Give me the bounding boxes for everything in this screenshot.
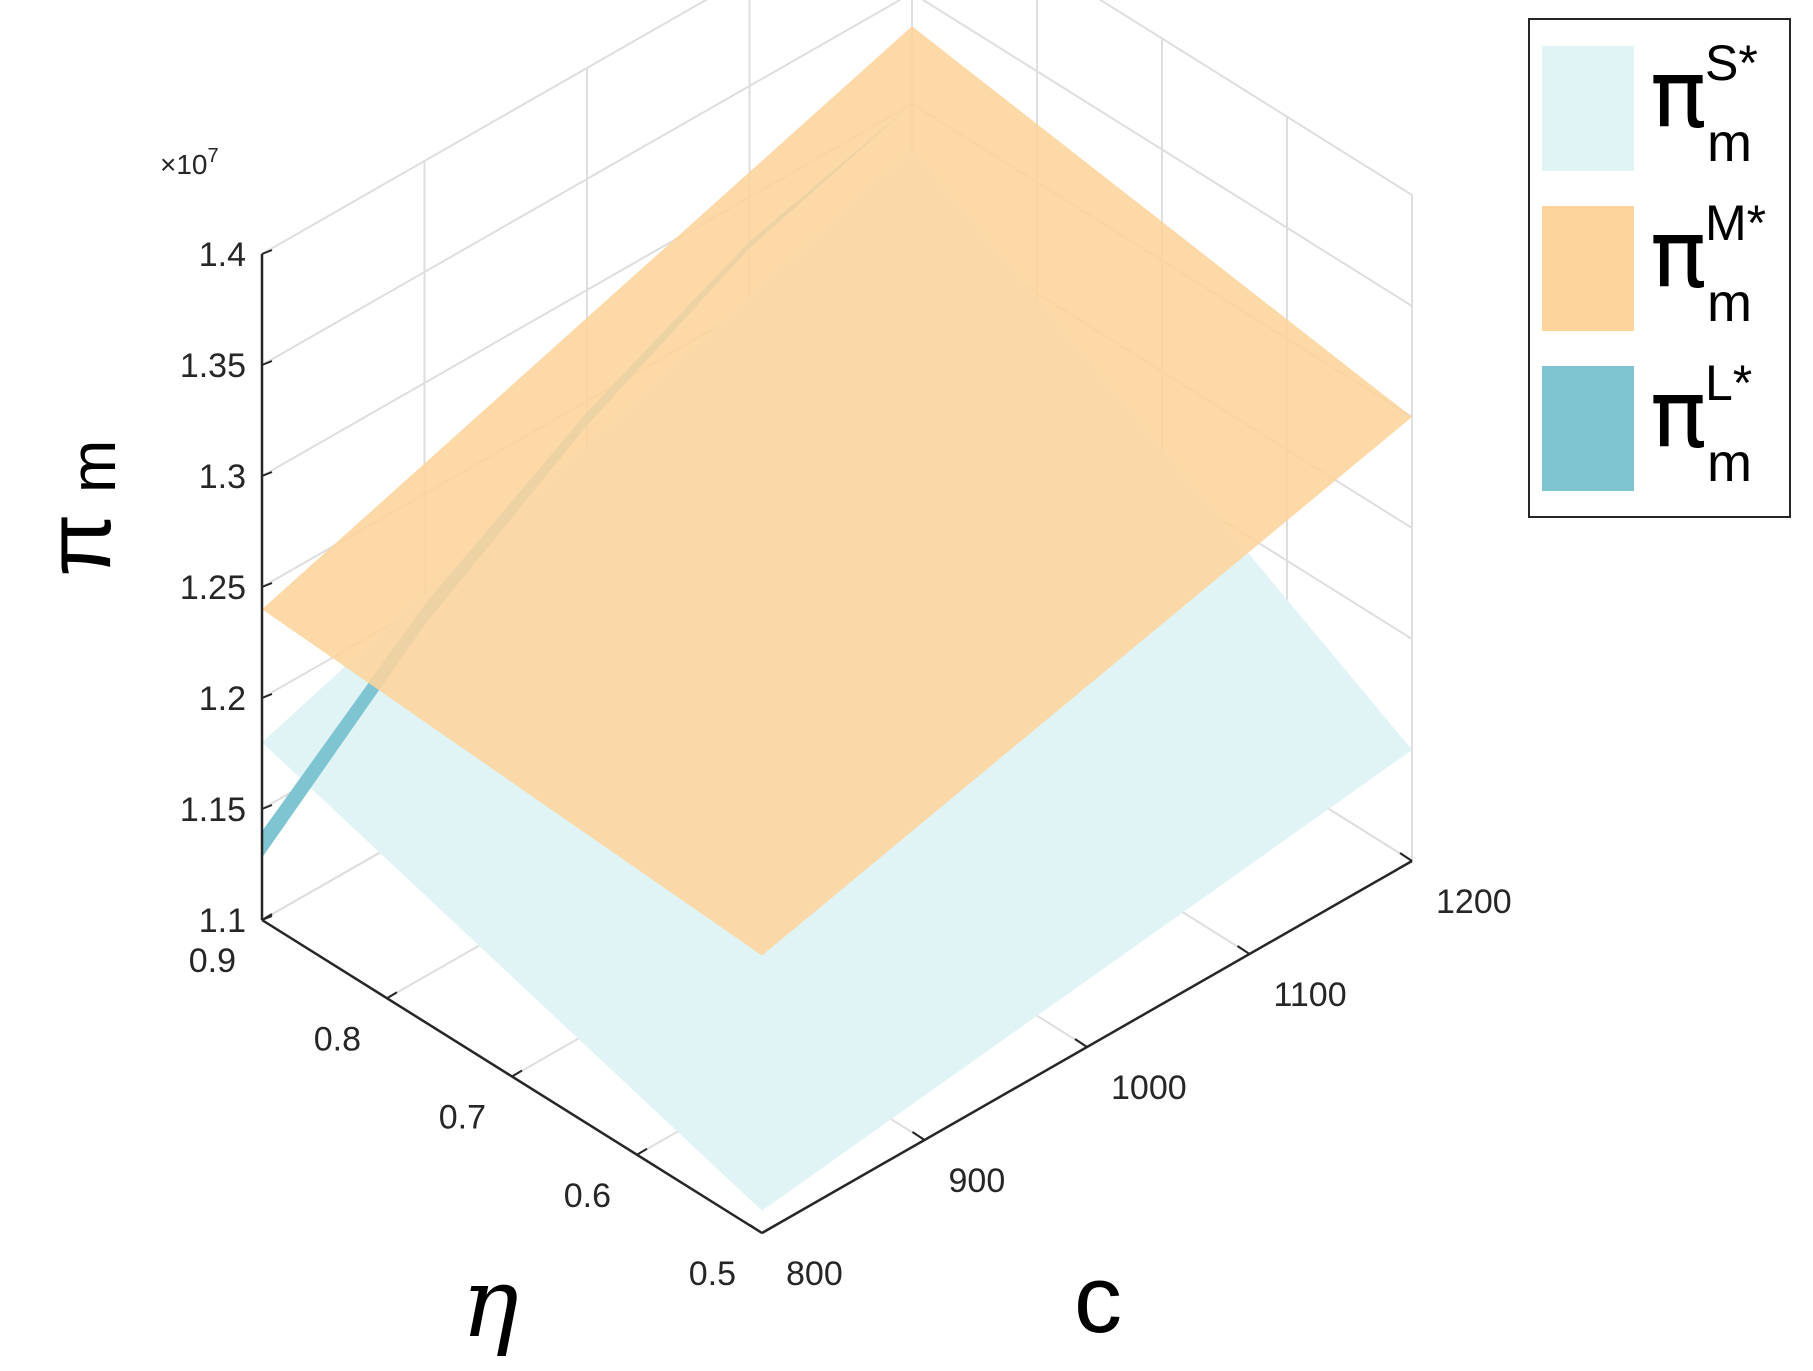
legend-sup-l: L* [1705, 355, 1753, 411]
c-tick-label: 1100 [1274, 976, 1347, 1014]
z-tick-label: 1.4 [199, 236, 246, 274]
legend-sup-m: M* [1705, 195, 1767, 251]
z-tick-label: 1.35 [180, 347, 246, 385]
z-tick-mark [261, 804, 273, 810]
legend-swatch-s [1542, 46, 1634, 171]
legend-symbol-s: π [1650, 40, 1707, 149]
eta-tick-mark [761, 1226, 773, 1234]
eta-tick-mark [261, 913, 273, 921]
legend-swatch-l [1542, 366, 1634, 491]
x-axis-label: c [1074, 1246, 1122, 1353]
svg-text:m: m [57, 440, 129, 493]
z-axis-label: π m [28, 440, 130, 577]
z-tick-mark [261, 582, 273, 588]
legend-sup-s: S* [1705, 35, 1758, 91]
c-tick-mark [1236, 945, 1251, 955]
eta-tick-label: 0.5 [689, 1255, 736, 1293]
eta-tick-label: 0.9 [189, 942, 236, 980]
axis-layer [260, 249, 1413, 1235]
legend-symbol-l: π [1650, 360, 1707, 469]
c-tick-label: 1200 [1436, 883, 1512, 921]
legend-item-m: π M* m [1542, 198, 1782, 338]
legend-swatch-m [1542, 206, 1634, 331]
wall-eta-horizontal [921, 0, 1413, 307]
surface-layer [262, 26, 1412, 1211]
z-tick-mark [261, 249, 273, 255]
z-tick-label: 1.1 [199, 902, 246, 940]
z-exponent-label: ×107 [160, 145, 219, 180]
eta-tick-mark [511, 1069, 523, 1078]
wall-eta-horizontal [1098, 0, 1413, 196]
eta-tick-label: 0.7 [439, 1099, 486, 1137]
c-tick-mark [749, 1224, 763, 1234]
legend-sub-s: m [1707, 113, 1752, 173]
z-tick-mark [261, 471, 273, 477]
legend-symbol-m: π [1650, 200, 1707, 309]
svg-text:π: π [28, 513, 130, 576]
eta-tick-mark [386, 991, 398, 1000]
tick-layer: 1.1 1.15 1.2 1.25 1.3 1.35 1.4 0.5 0.6 0.7 0.8 0.9 8… [180, 236, 1512, 1293]
legend-sub-m: m [1707, 273, 1752, 333]
eta-tick-mark [636, 1147, 648, 1156]
wall-c-horizontal [261, 0, 708, 255]
legend: π S* m π M* m π L* m [1528, 18, 1791, 518]
c-tick-label: 900 [949, 1162, 1006, 1200]
y-axis-label: η [461, 1247, 519, 1359]
z-tick-mark [261, 693, 273, 699]
wall-c-horizontal [261, 0, 902, 366]
eta-tick-label: 0.6 [564, 1177, 611, 1215]
surface-m-star [262, 26, 1412, 956]
eta-tick-label: 0.8 [314, 1020, 361, 1058]
c-tick-mark [1399, 852, 1413, 862]
legend-item-l: π L* m [1542, 358, 1782, 498]
z-tick-label: 1.25 [180, 569, 246, 607]
c-tick-mark [911, 1131, 926, 1141]
c-tick-mark [1074, 1038, 1088, 1048]
z-tick-label: 1.3 [199, 458, 246, 496]
c-tick-label: 1000 [1111, 1069, 1187, 1107]
legend-item-s: π S* m [1542, 38, 1782, 178]
c-tick-label: 800 [786, 1255, 843, 1293]
z-tick-label: 1.15 [180, 791, 246, 829]
legend-sub-l: m [1707, 433, 1752, 493]
z-tick-mark [261, 360, 273, 366]
z-tick-label: 1.2 [199, 680, 246, 718]
